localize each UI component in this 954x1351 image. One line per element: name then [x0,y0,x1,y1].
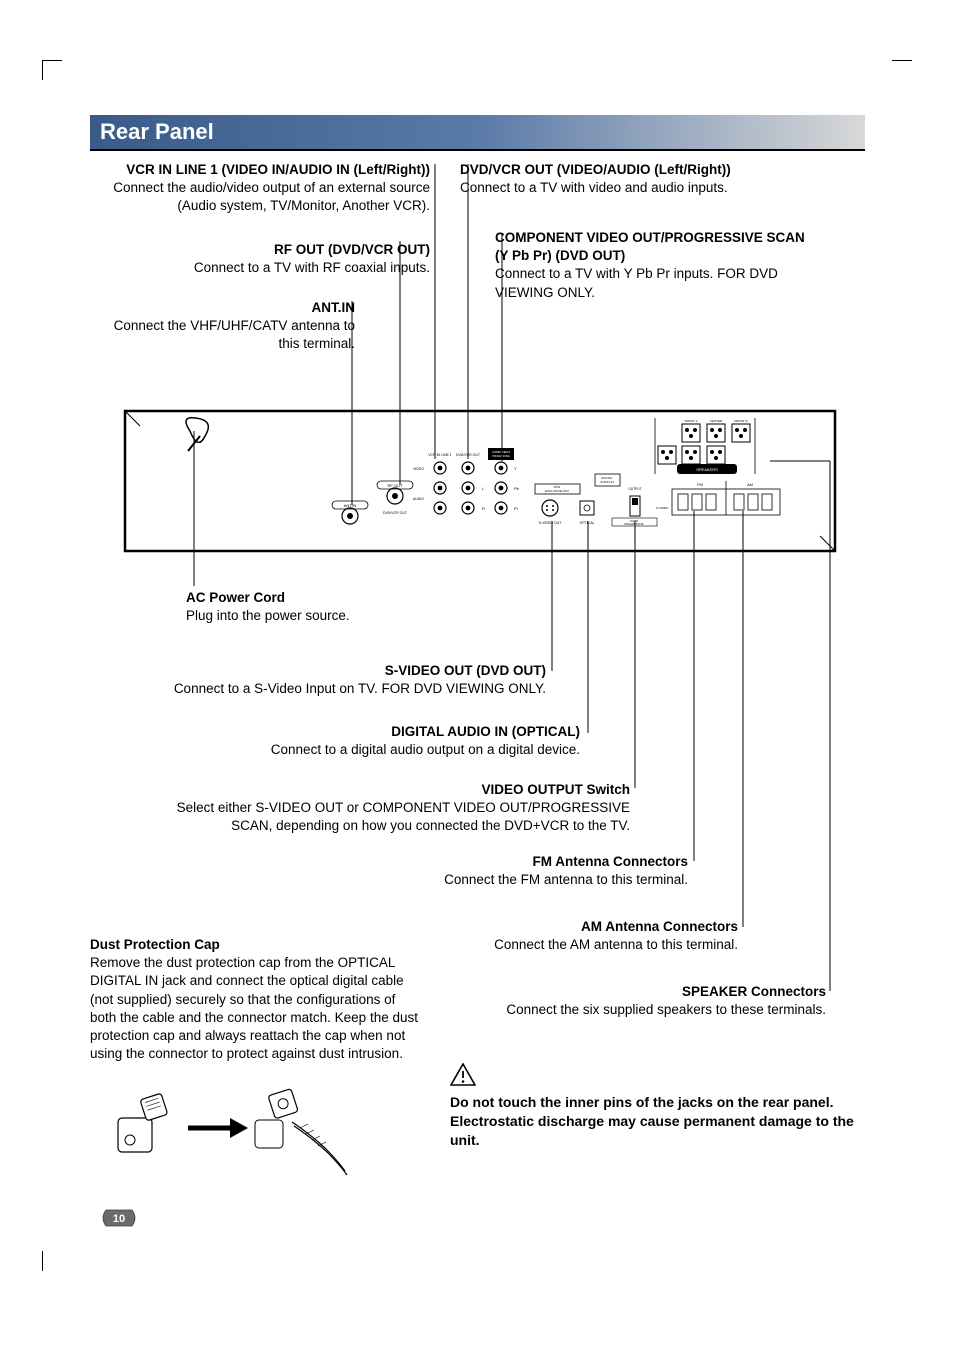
rear-panel-diagram: ANT.IN RF OUT DVD/VCR OUT VCR IN LINE 1 … [120,406,840,566]
crop-mark [892,60,912,80]
page-number-badge: 10 [100,1208,138,1231]
body: Connect the AM antenna to this terminal. [438,936,738,954]
dust-protection-section: Dust Protection Cap Remove the dust prot… [90,936,420,1186]
diagram-area: VCR IN LINE 1 (VIDEO IN/AUDIO IN (Left/R… [90,161,865,1121]
warning-section: Do not touch the inner pins of the jacks… [450,1063,860,1150]
body: VIEWING ONLY. [495,284,865,302]
svg-text:10: 10 [113,1213,125,1225]
heading: VIDEO OUTPUT Switch [140,781,630,799]
section-title: Rear Panel [90,115,865,151]
body: Connect to a S-Video Input on TV. FOR DV… [140,680,546,698]
svg-text:VIDEO: VIDEO [413,467,424,471]
svg-text:COMPONENT: COMPONENT [492,450,510,454]
heading: ANT.IN [90,299,355,317]
warning-icon [450,1063,476,1087]
svg-text:OPTICAL: OPTICAL [580,521,595,525]
svg-text:ANT.IN: ANT.IN [344,503,357,508]
heading: SPEAKER Connectors [438,983,826,1001]
svg-text:R: R [482,506,485,511]
callout-fm-antenna: FM Antenna Connectors Connect the FM ant… [390,853,688,889]
svg-text:FM: FM [697,482,703,487]
body: Plug into the power source. [186,607,436,625]
callout-digital-audio: DIGITAL AUDIO IN (OPTICAL) Connect to a … [230,723,580,759]
body: Connect the six supplied speakers to the… [438,1001,826,1019]
heading2: (Y Pb Pr) (DVD OUT) [495,247,865,265]
callout-speaker: SPEAKER Connectors Connect the six suppl… [438,983,826,1019]
svg-text:Pb: Pb [514,486,520,491]
heading: AM Antenna Connectors [438,918,738,936]
heading: FM Antenna Connectors [390,853,688,871]
svg-text:Pr: Pr [514,506,519,511]
body: SCAN, depending on how you connected the… [140,817,630,835]
callout-video-output-switch: VIDEO OUTPUT Switch Select either S-VIDE… [140,781,630,836]
callout-rf-out: RF OUT (DVD/VCR OUT) Connect to a TV wit… [110,241,430,277]
callout-component: COMPONENT VIDEO OUT/PROGRESSIVE SCAN (Y … [495,229,865,302]
body: Connect to a TV with video and audio inp… [460,179,860,197]
body: Connect the audio/video output of an ext… [90,179,430,197]
body: Connect the FM antenna to this terminal. [390,871,688,889]
svg-text:AUDIO: AUDIO [413,497,424,501]
svg-text:EXCLUSIVE OUT: EXCLUSIVE OUT [545,489,569,493]
callout-ac-power: AC Power Cord Plug into the power source… [186,589,436,625]
heading: COMPONENT VIDEO OUT/PROGRESSIVE SCAN [495,229,865,247]
svg-text:CENTER: CENTER [710,419,723,423]
svg-text:AUDIO IN: AUDIO IN [600,480,613,484]
heading: RF OUT (DVD/VCR OUT) [110,241,430,259]
svg-text:DVD/VCR OUT: DVD/VCR OUT [383,511,408,515]
heading: DIGITAL AUDIO IN (OPTICAL) [230,723,580,741]
svg-text:SPEAKERS: SPEAKERS [696,467,718,472]
svg-text:VCR IN LINE 1: VCR IN LINE 1 [428,453,452,457]
heading: VCR IN LINE 1 (VIDEO IN/AUDIO IN (Left/R… [90,161,430,179]
svg-text:FRONT L: FRONT L [685,419,698,423]
dust-cap-diagram [90,1076,420,1186]
svg-text:PROGRESSIVE: PROGRESSIVE [625,522,644,526]
svg-text:RF OUT: RF OUT [388,483,403,488]
svg-text:DVD/VCR OUT: DVD/VCR OUT [456,453,481,457]
svg-text:S-VIDEO: S-VIDEO [656,506,669,510]
svg-text:S-VIDEO OUT: S-VIDEO OUT [539,521,563,525]
crop-mark [42,60,62,80]
heading: DVD/VCR OUT (VIDEO/AUDIO (Left/Right)) [460,161,860,179]
heading: S-VIDEO OUT (DVD OUT) [140,662,546,680]
callout-svideo: S-VIDEO OUT (DVD OUT) Connect to a S-Vid… [140,662,546,698]
warning-text: Do not touch the inner pins of the jacks… [450,1093,860,1150]
body: Connect to a digital audio output on a d… [230,741,580,759]
crop-mark [42,1251,62,1271]
svg-text:AM: AM [747,482,753,487]
heading: AC Power Cord [186,589,436,607]
svg-text:PROGRESSIVE: PROGRESSIVE [492,455,510,458]
svg-text:L: L [482,486,485,491]
callout-ant-in: ANT.IN Connect the VHF/UHF/CATV antenna … [90,299,355,354]
body: Connect to a TV with Y Pb Pr inputs. FOR… [495,265,865,283]
callout-vcr-in: VCR IN LINE 1 (VIDEO IN/AUDIO IN (Left/R… [90,161,430,216]
body: Remove the dust protection cap from the … [90,954,420,1063]
callout-am-antenna: AM Antenna Connectors Connect the AM ant… [438,918,738,954]
body: Select either S-VIDEO OUT or COMPONENT V… [140,799,630,817]
svg-text:FRONT R: FRONT R [734,419,748,423]
callout-dvd-vcr-out: DVD/VCR OUT (VIDEO/AUDIO (Left/Right)) C… [460,161,860,197]
svg-text:Y: Y [514,466,517,471]
page-content: Rear Panel VCR IN LINE 1 (VIDEO IN/AUDIO… [90,115,865,1121]
body: Connect to a TV with RF coaxial inputs. [110,259,430,277]
svg-text:OUTPUT: OUTPUT [628,487,641,491]
heading: Dust Protection Cap [90,936,420,954]
body: Connect the VHF/UHF/CATV antenna to [90,317,355,335]
body: (Audio system, TV/Monitor, Another VCR). [90,197,430,215]
body: this terminal. [90,335,355,353]
